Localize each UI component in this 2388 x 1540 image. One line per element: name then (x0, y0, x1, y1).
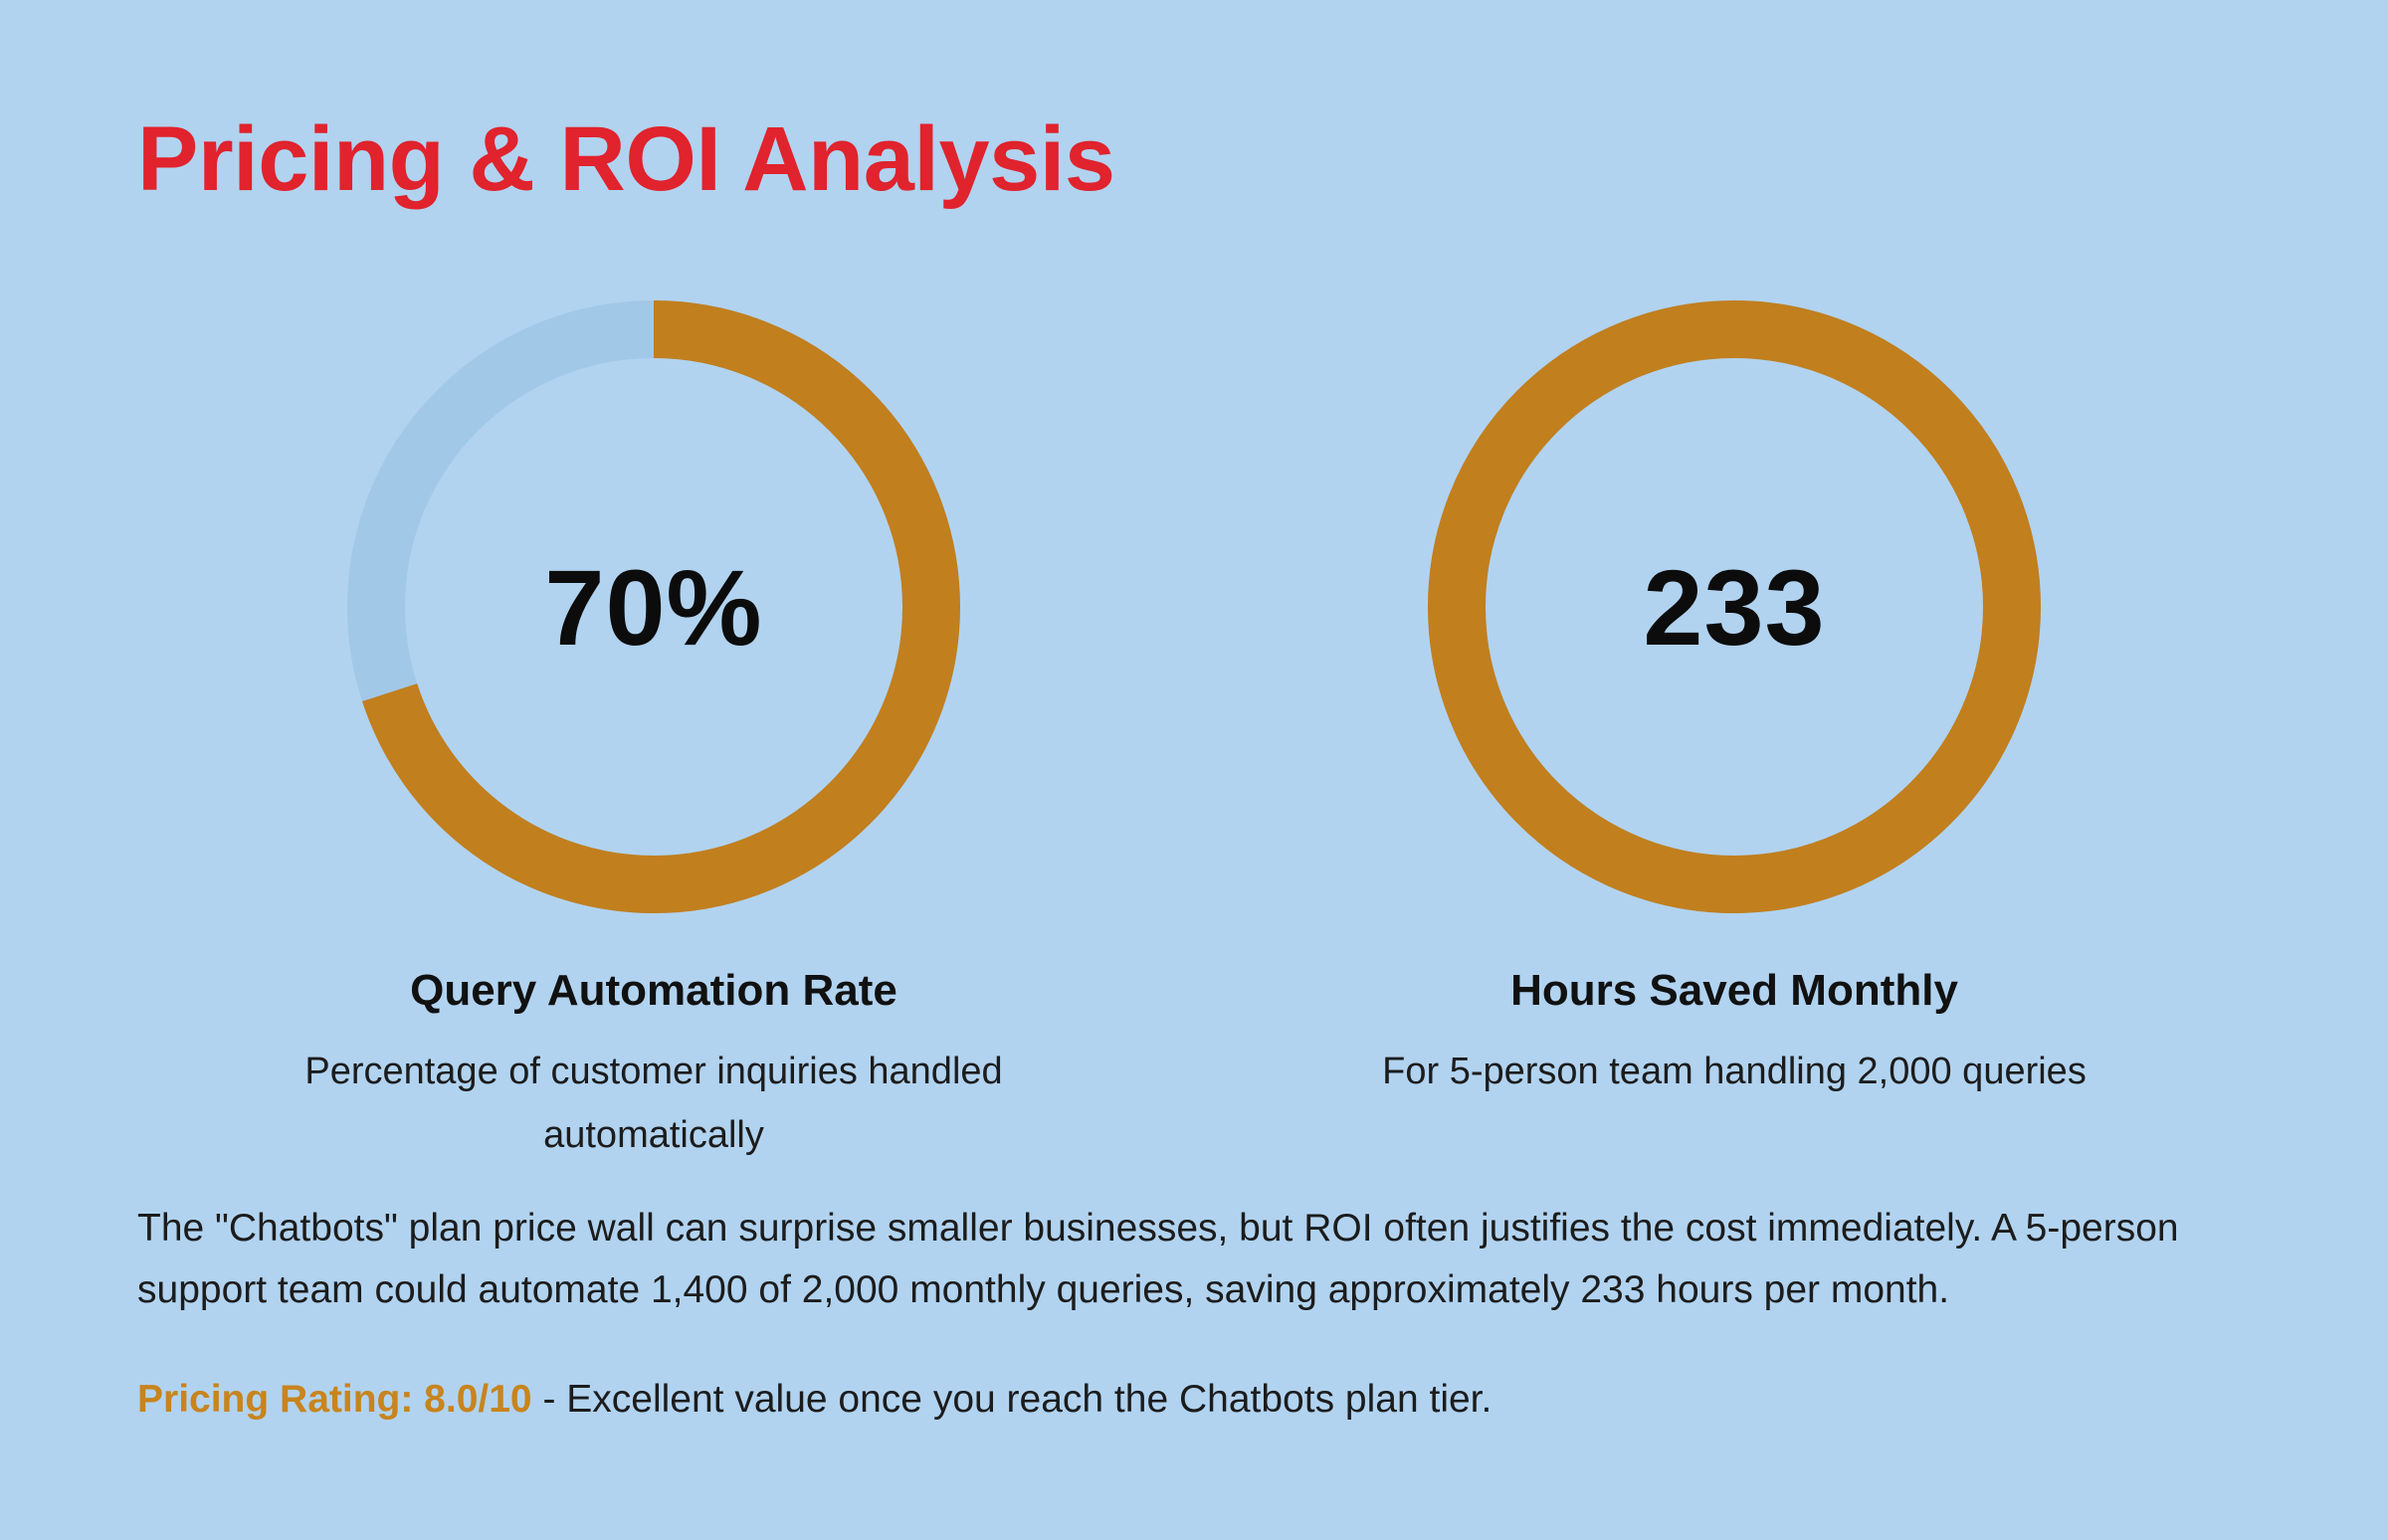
roi-summary-paragraph: The "Chatbots" plan price wall can surpr… (137, 1207, 2179, 1311)
donut-segment-automated (347, 300, 960, 913)
pricing-rating: Pricing Rating: 8.0/10 - Excellent value… (137, 1369, 2277, 1431)
pricing-rating-text: - Excellent value once you reach the Cha… (531, 1378, 1492, 1421)
pricing-rating-label: Pricing Rating: 8.0/10 (137, 1378, 532, 1421)
metric-hours-saved: 233 Hours Saved Monthly For 5-person tea… (1287, 298, 2182, 1103)
donut-chart-hours: 233 (1426, 298, 2043, 915)
donut-svg-hours (1428, 300, 2041, 913)
donut-value-hours: 233 (1643, 546, 1826, 668)
donut-value-automation: 70% (544, 546, 763, 668)
metric-description-automation: Percentage of customer inquiries handled… (304, 1050, 1003, 1156)
donut-chart-automation: 70% (345, 298, 962, 915)
donut-svg-automation (347, 300, 960, 913)
metric-query-automation: 70% Query Automation Rate Percentage of … (206, 298, 1101, 1167)
donut-segment-hours (1428, 300, 2041, 913)
metric-label-automation: Query Automation Rate (410, 966, 897, 1015)
metric-description-hours: For 5-person team handling 2,000 queries (1382, 1050, 2087, 1092)
page-title: Pricing & ROI Analysis (137, 108, 1115, 210)
metric-label-hours: Hours Saved Monthly (1510, 966, 1958, 1015)
